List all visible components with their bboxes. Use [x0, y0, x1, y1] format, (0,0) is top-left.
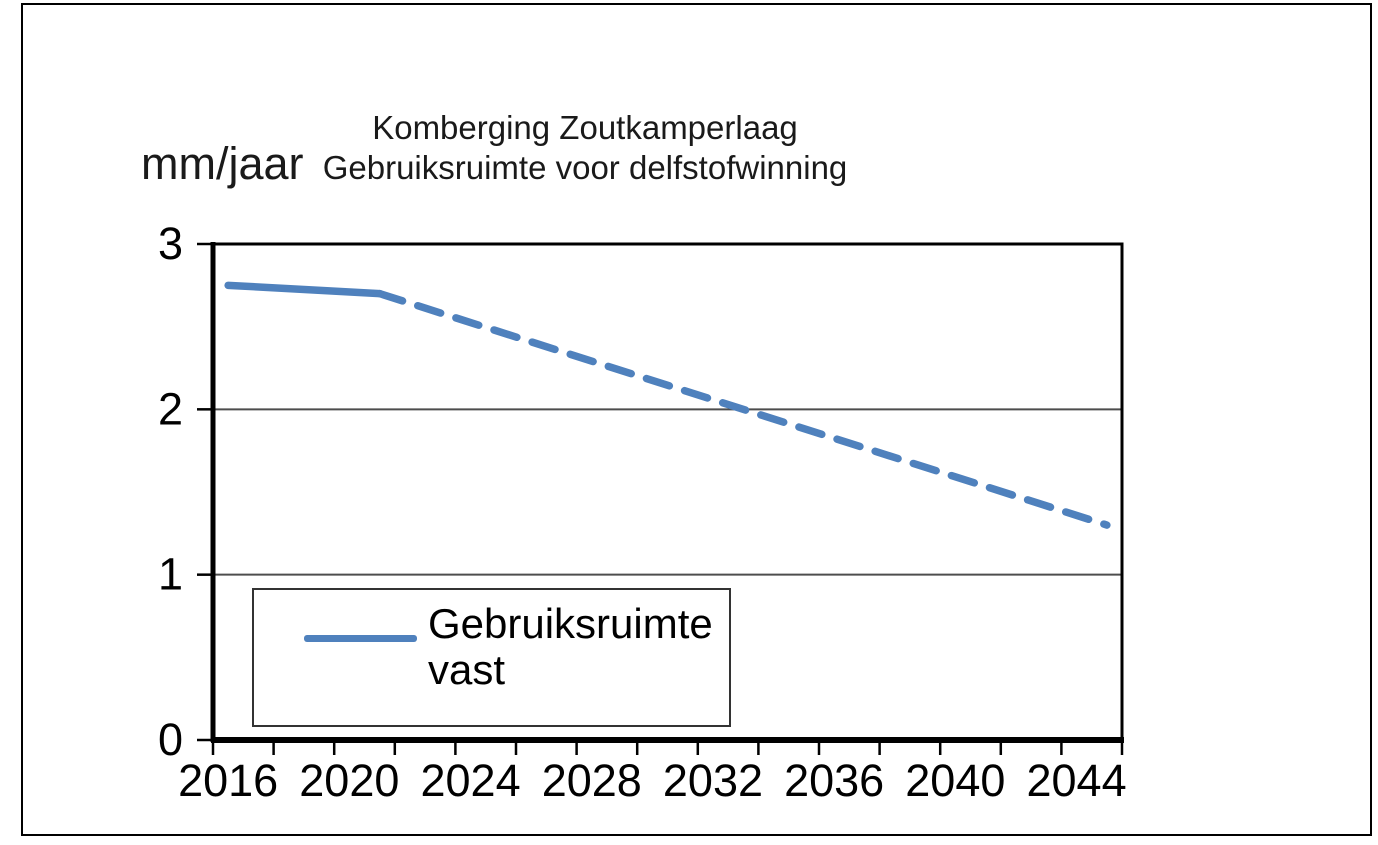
- legend-label: Gebruiksruimte vast: [428, 600, 713, 693]
- y-tick-label-1: 1: [158, 549, 183, 600]
- y-tick-label-2: 2: [158, 383, 183, 434]
- x-tick-label-2020: 2020: [299, 755, 399, 806]
- y-tick-label-3: 3: [158, 218, 183, 269]
- x-tick-label-2016: 2016: [178, 755, 278, 806]
- chart-outer-border: mm/jaar Komberging Zoutkamperlaag Gebrui…: [21, 3, 1372, 836]
- plot-area: 0 1 2 3 2016 2020 2024 2028 2032 2036 2040 2044: [158, 218, 1127, 806]
- y-tick-label-0: 0: [158, 714, 183, 765]
- x-tick-label-2040: 2040: [905, 755, 1005, 806]
- x-tick-label-2024: 2024: [420, 755, 520, 806]
- legend-box: Gebruiksruimte vast: [252, 588, 731, 727]
- legend-line-sample: [304, 635, 417, 642]
- x-tick-label-2028: 2028: [542, 755, 642, 806]
- series-line-solid: [224, 281, 384, 298]
- chart-title: Komberging Zoutkamperlaag Gebruiksruimte…: [285, 108, 885, 188]
- chart-title-line1: Komberging Zoutkamperlaag: [372, 109, 798, 146]
- series-line-dashed: [375, 289, 1111, 529]
- x-tick-label-2032: 2032: [663, 755, 763, 806]
- x-tick-label-2036: 2036: [784, 755, 884, 806]
- y-axis-unit-label: mm/jaar: [141, 138, 304, 189]
- x-tick-label-2044: 2044: [1026, 755, 1126, 806]
- chart-title-line2: Gebruiksruimte voor delfstofwinning: [322, 149, 848, 186]
